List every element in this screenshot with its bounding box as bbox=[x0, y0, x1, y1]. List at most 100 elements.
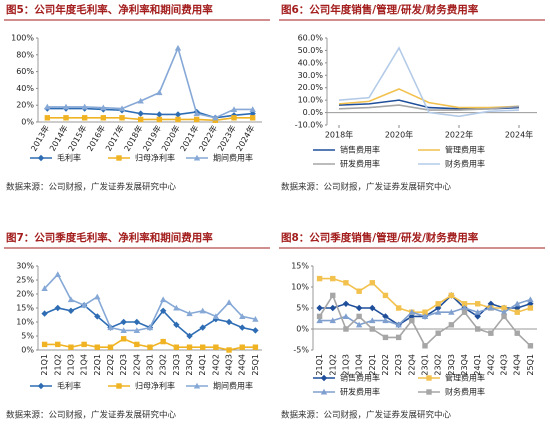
legend-marker bbox=[116, 383, 122, 389]
y-tick-label: 15% bbox=[16, 304, 34, 313]
marker bbox=[474, 313, 481, 320]
marker bbox=[395, 334, 402, 341]
marker bbox=[134, 341, 140, 348]
marker bbox=[527, 296, 534, 303]
series-line bbox=[44, 273, 256, 332]
legend-label: 毛利率 bbox=[57, 153, 81, 163]
marker bbox=[355, 321, 363, 328]
marker bbox=[330, 292, 336, 299]
marker bbox=[199, 307, 206, 314]
y-tick-label: 0% bbox=[21, 118, 34, 127]
series-line bbox=[338, 88, 520, 109]
marker bbox=[94, 293, 101, 300]
legend-marker bbox=[37, 382, 45, 390]
marker bbox=[175, 116, 181, 123]
marker bbox=[395, 305, 402, 311]
y-tick-label: 0.0% bbox=[303, 108, 324, 117]
marker bbox=[249, 106, 256, 112]
x-tick-label: 21Q3 bbox=[341, 354, 350, 376]
marker bbox=[226, 347, 232, 353]
marker bbox=[230, 106, 238, 112]
marker bbox=[225, 318, 233, 326]
marker bbox=[356, 313, 362, 320]
marker bbox=[94, 344, 100, 350]
series-line bbox=[44, 304, 256, 337]
legend-label: 期间费用率 bbox=[213, 381, 253, 391]
x-tick-label: 24Q2 bbox=[486, 354, 495, 376]
marker bbox=[193, 110, 200, 117]
marker bbox=[474, 309, 481, 315]
x-tick-label: 21Q2 bbox=[53, 354, 62, 376]
marker bbox=[67, 307, 75, 314]
x-tick-label: 23Q1 bbox=[421, 354, 430, 376]
legend-marker bbox=[193, 382, 201, 389]
marker bbox=[239, 324, 246, 331]
marker bbox=[174, 111, 182, 118]
y-tick-label: 0% bbox=[21, 346, 34, 355]
x-tick-label: 24Q1 bbox=[198, 354, 207, 376]
marker bbox=[62, 103, 70, 110]
legend-label: 研发费用率 bbox=[340, 387, 380, 397]
marker bbox=[249, 115, 256, 121]
legend-label: 研发费用率 bbox=[340, 159, 380, 169]
marker bbox=[487, 304, 495, 311]
x-tick-label: 2024年 bbox=[234, 123, 257, 153]
y-tick-label: 50.0% bbox=[298, 46, 324, 55]
marker bbox=[421, 313, 429, 319]
marker bbox=[81, 341, 87, 348]
y-tick-label: 100% bbox=[11, 34, 34, 43]
legend-label: 管理费用率 bbox=[445, 373, 485, 383]
x-tick-label: 2022年 bbox=[445, 130, 473, 140]
marker bbox=[156, 89, 163, 96]
marker bbox=[448, 322, 455, 328]
legend-label: 期间费用率 bbox=[213, 153, 253, 163]
legend-label: 财务费用率 bbox=[445, 387, 485, 397]
y-tick-label: 15% bbox=[291, 262, 309, 271]
x-tick-label: 22Q1 bbox=[368, 354, 377, 376]
source-note: 数据来源：公司财报，广发证券发展研究中心 bbox=[6, 410, 177, 421]
x-tick-label: 24Q1 bbox=[473, 354, 482, 376]
marker bbox=[133, 318, 141, 326]
y-tick-label: 0% bbox=[296, 325, 309, 334]
x-tick-label: 24Q3 bbox=[225, 354, 234, 376]
x-tick-label: 21Q4 bbox=[80, 354, 89, 376]
y-tick-label: 20.0% bbox=[298, 83, 324, 92]
marker bbox=[213, 344, 219, 350]
source-note: 数据来源：公司财报，广发证券发展研究中心 bbox=[281, 410, 452, 421]
x-tick-label: 23Q2 bbox=[159, 354, 168, 376]
marker bbox=[225, 299, 233, 305]
x-tick-label: 22Q3 bbox=[119, 354, 128, 376]
x-tick-label: 25Q1 bbox=[526, 354, 535, 376]
x-tick-label: 22Q3 bbox=[394, 354, 403, 376]
marker bbox=[382, 317, 389, 324]
marker bbox=[422, 343, 428, 349]
marker bbox=[343, 280, 349, 286]
y-tick-label: 30% bbox=[16, 262, 34, 271]
y-tick-label: 60% bbox=[16, 67, 34, 76]
legend-label: 归母净利率 bbox=[135, 381, 175, 391]
y-tick-label: 40.0% bbox=[298, 58, 324, 67]
marker bbox=[422, 309, 428, 315]
x-tick-label: 24Q2 bbox=[211, 354, 220, 376]
marker bbox=[212, 316, 220, 323]
marker bbox=[94, 313, 101, 320]
marker bbox=[435, 301, 441, 307]
marker bbox=[239, 313, 246, 319]
source-note: 数据来源：公司财报，广发证券发展研究中心 bbox=[6, 182, 177, 193]
x-tick-label: 21Q2 bbox=[328, 354, 337, 376]
marker bbox=[514, 309, 520, 315]
series-line bbox=[47, 117, 253, 122]
marker bbox=[193, 116, 200, 123]
marker bbox=[461, 304, 468, 311]
marker bbox=[44, 103, 51, 110]
marker bbox=[212, 313, 220, 319]
marker bbox=[252, 316, 259, 322]
marker bbox=[316, 304, 323, 312]
marker bbox=[173, 344, 180, 350]
legend-marker bbox=[37, 154, 45, 162]
marker bbox=[514, 330, 520, 336]
legend-label: 归母净利率 bbox=[135, 153, 175, 163]
series-line bbox=[338, 104, 520, 111]
x-tick-label: 24Q3 bbox=[500, 354, 509, 376]
marker bbox=[382, 313, 389, 320]
